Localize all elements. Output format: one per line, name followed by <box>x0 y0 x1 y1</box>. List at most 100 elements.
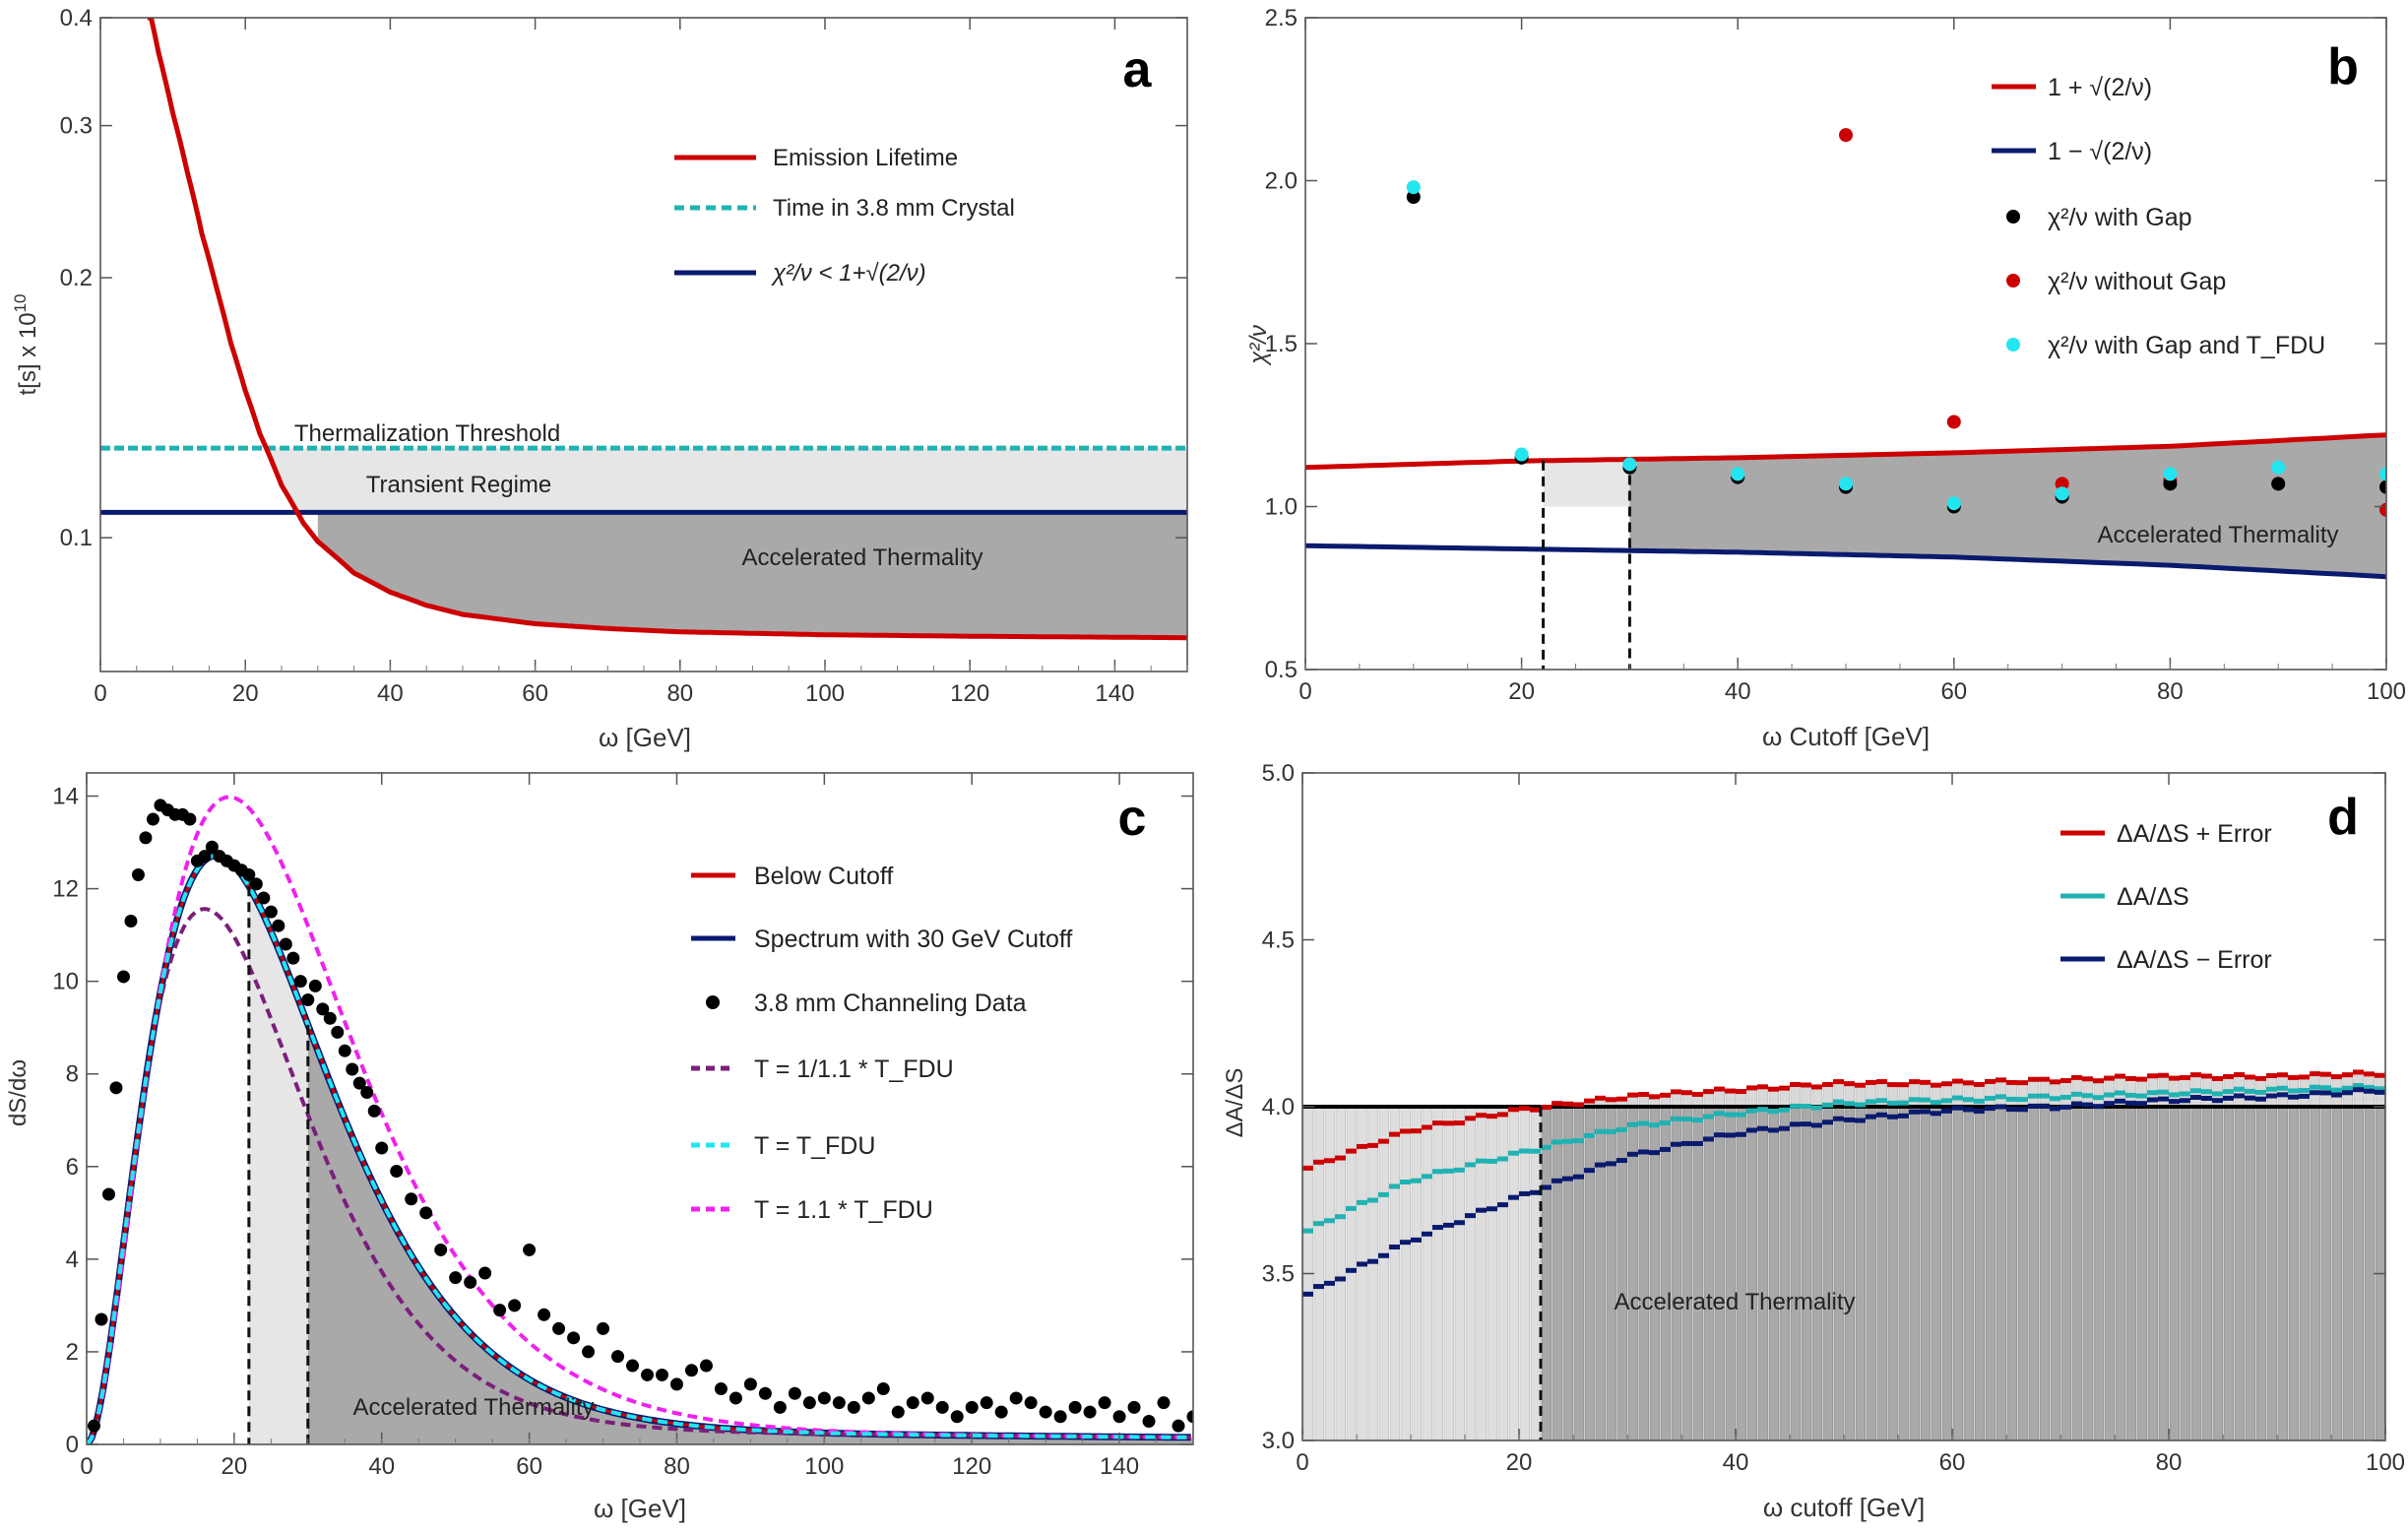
channeling-data-point <box>626 1359 640 1373</box>
y-tick-label: 4.5 <box>1262 927 1295 954</box>
bar-lower <box>2234 1106 2245 1440</box>
data-point <box>1946 496 1961 511</box>
channeling-data-point <box>1039 1405 1052 1419</box>
bar-lower <box>1573 1106 1584 1440</box>
channeling-data-point <box>360 1086 374 1100</box>
channeling-data-point <box>95 1312 108 1326</box>
bar-lower <box>2299 1106 2310 1440</box>
bar-upper <box>2277 1075 2288 1108</box>
panel-a-annotation-thermalization: Thermalization Threshold <box>294 420 560 447</box>
bar-lower <box>1790 1106 1801 1440</box>
bar-lower <box>1422 1106 1432 1440</box>
panel-b-xlabel: ω Cutoff [GeV] <box>1762 722 1930 751</box>
bar-lower <box>1757 1106 1768 1440</box>
bar-lower <box>1909 1106 1920 1440</box>
bar-lower <box>1649 1106 1660 1440</box>
bar-lower <box>1996 1106 2006 1440</box>
transient-region <box>259 448 1187 513</box>
channeling-data-point <box>293 975 307 989</box>
x-tick-label: 40 <box>377 680 404 707</box>
x-tick-label: 40 <box>1725 678 1751 705</box>
bar-lower <box>2180 1106 2190 1440</box>
bar-lower <box>1931 1106 1941 1440</box>
bar-lower <box>1357 1106 1367 1440</box>
bar-lower <box>1681 1106 1692 1440</box>
panel-d-lines <box>1302 1069 2385 1440</box>
legend-c-high: T = 1.1 * T_FDU <box>754 1196 933 1224</box>
data-point <box>1839 477 1853 491</box>
panel-c-ylabel: dS/dω <box>5 1059 32 1126</box>
x-tick-label: 80 <box>2157 678 2184 705</box>
panel-a-axes: 0 20 40 60 80 100 120 140 0.1 0.2 0.3 0.4 <box>60 5 1188 707</box>
channeling-data-point <box>906 1396 919 1410</box>
x-tick-label: 60 <box>1940 678 1967 705</box>
bar-upper <box>1757 1087 1768 1108</box>
x-tick-label: 40 <box>368 1453 395 1480</box>
bar-lower <box>1952 1106 1963 1440</box>
channeling-data-point <box>817 1391 831 1405</box>
x-tick-label: 0 <box>1296 1449 1308 1476</box>
channeling-data-point <box>655 1368 668 1381</box>
bar-lower <box>1638 1106 1649 1440</box>
y-tick-label: 0.2 <box>60 265 93 291</box>
data-point <box>2379 467 2386 481</box>
fdu-temperature-line <box>87 853 1191 1444</box>
bar-lower <box>1974 1106 1985 1440</box>
channeling-data-point <box>493 1304 507 1317</box>
bar-lower <box>2104 1106 2115 1440</box>
panel-b-legend: 1 + √(2/ν) 1 − √(2/ν) χ²/ν with Gap χ²/ν… <box>1992 74 2325 359</box>
bar-lower <box>2028 1106 2039 1440</box>
channeling-data-point <box>1172 1419 1185 1433</box>
bar-upper <box>1714 1090 1725 1108</box>
channeling-data-point <box>597 1321 610 1335</box>
channeling-data-point <box>1053 1410 1067 1424</box>
legend-c-fdu: T = T_FDU <box>754 1132 875 1160</box>
legend-b-swatch-gap <box>2006 210 2020 224</box>
y-tick-label: 5.0 <box>1262 760 1295 787</box>
legend-c-low: T = 1/1.1 * T_FDU <box>754 1055 954 1083</box>
y-tick-label: 0.5 <box>1265 657 1298 683</box>
data-point <box>1731 467 1745 481</box>
bar-lower <box>1530 1106 1541 1440</box>
channeling-data-point <box>249 877 263 891</box>
channeling-data-point <box>139 831 153 845</box>
channeling-data-point <box>101 1187 115 1201</box>
bar-lower <box>2125 1106 2136 1440</box>
y-tick-label: 3.0 <box>1262 1428 1295 1454</box>
panel-b-letter: b <box>2327 38 2359 96</box>
bar-lower <box>2115 1106 2125 1440</box>
y-tick-label: 6 <box>66 1154 79 1181</box>
bar-lower <box>1855 1106 1866 1440</box>
bar-lower <box>1941 1106 1952 1440</box>
bar-lower <box>1519 1106 1530 1440</box>
x-tick-label: 120 <box>952 1453 991 1480</box>
channeling-data-point <box>87 1419 100 1433</box>
channeling-data-point <box>279 937 292 951</box>
panel-d-fills <box>1302 1072 2385 1440</box>
x-tick-label: 100 <box>804 1453 844 1480</box>
x-tick-label: 80 <box>666 680 693 707</box>
panel-a-ylabel: t[s] x 1010 <box>11 294 41 396</box>
transient-region <box>248 886 308 1444</box>
channeling-data-point <box>611 1350 625 1364</box>
y-tick-label: 4 <box>66 1247 79 1273</box>
legend-a-crystal: Time in 3.8 mm Crystal <box>773 195 1015 222</box>
data-point <box>1406 190 1421 205</box>
channeling-data-point <box>669 1377 683 1391</box>
lower-bound-line <box>1305 543 2386 580</box>
channeling-data-point <box>352 1076 366 1090</box>
data-point <box>2271 460 2286 475</box>
bar-lower <box>2255 1106 2266 1440</box>
bar-lower <box>1432 1106 1443 1440</box>
panel-c: 0 20 40 60 80 100 120 140 0 2 4 6 8 10 12 14 ω [GeV] dS… <box>5 772 1194 1523</box>
data-point <box>2163 477 2178 491</box>
legend-b-fdu: χ²/ν with Gap and T_FDU <box>2048 332 2325 359</box>
panel-a: 0 20 40 60 80 100 120 140 0.1 0.2 0.3 0.4 ω [GeV] t… <box>11 5 1188 752</box>
channeling-data-point <box>965 1400 979 1414</box>
bar-lower <box>2190 1106 2201 1440</box>
channeling-data-point <box>316 1002 330 1016</box>
x-tick-label: 80 <box>664 1453 690 1480</box>
y-tick-label: 2.5 <box>1265 5 1298 32</box>
channeling-data-point <box>205 840 219 854</box>
